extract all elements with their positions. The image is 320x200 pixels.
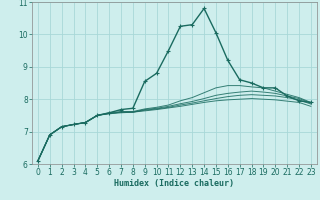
X-axis label: Humidex (Indice chaleur): Humidex (Indice chaleur) bbox=[115, 179, 234, 188]
